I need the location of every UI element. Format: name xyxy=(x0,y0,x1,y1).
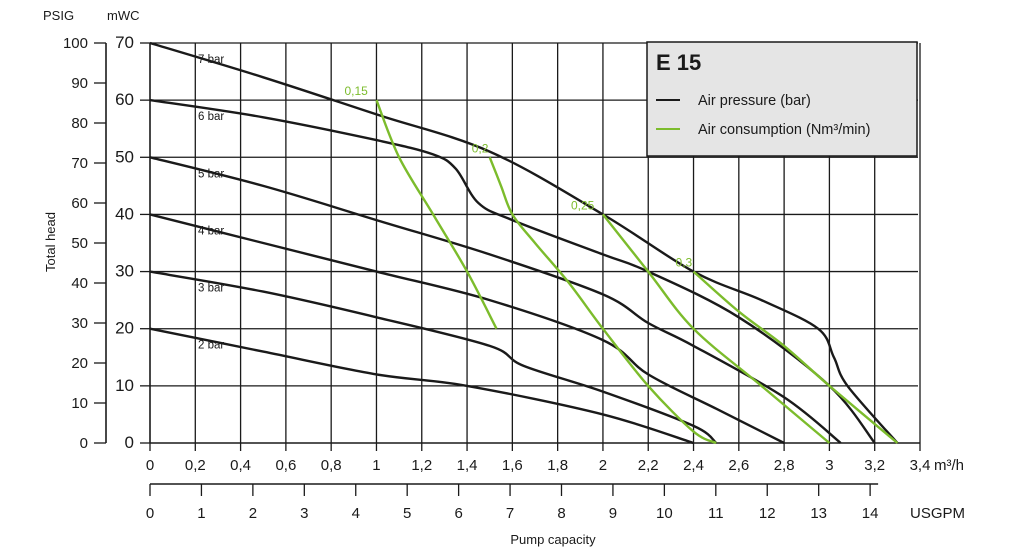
x-tick-label: 3,2 xyxy=(864,457,885,474)
air-pressure-curve-3-bar xyxy=(149,270,718,444)
psig-tick-label: 80 xyxy=(71,115,88,132)
air-pressure-label-5-bar: 5 bar xyxy=(198,168,224,180)
air-pressure-curve-7-bar xyxy=(149,41,899,444)
air-pressure-label-3-bar: 3 bar xyxy=(198,283,224,295)
mwc-tick-label: 60 xyxy=(115,90,134,109)
air-pressure-curve-5-bar xyxy=(149,156,842,444)
air-consumption-curve-0-3 xyxy=(692,270,899,444)
x-tick-label: 1 xyxy=(372,457,380,474)
psig-tick-label: 90 xyxy=(71,75,88,92)
x2-axis-unit: USGPM xyxy=(910,505,965,522)
air-consumption-curve-0-25 xyxy=(601,213,831,444)
psig-tick-label: 20 xyxy=(71,355,88,372)
psig-tick-label: 40 xyxy=(71,275,88,292)
x-tick-label: 0,6 xyxy=(275,457,296,474)
air-consumption-curve-0-15 xyxy=(375,99,498,330)
x2-tick-label: 0 xyxy=(146,505,154,522)
x-tick-label: 3 xyxy=(825,457,833,474)
legend: E 15 Air pressure (bar) Air consumption … xyxy=(646,41,918,157)
air-pressure-curve-4-bar xyxy=(149,213,785,445)
mwc-tick-label: 10 xyxy=(115,376,134,395)
x-tick-label: 0,8 xyxy=(321,457,342,474)
x-tick-label: 3,4 xyxy=(910,457,931,474)
x2-tick-label: 10 xyxy=(656,505,673,522)
x-axis-unit: m³/h xyxy=(934,457,964,474)
x2-tick-label: 13 xyxy=(810,505,827,522)
air-pressure-label-2-bar: 2 bar xyxy=(198,340,224,352)
psig-tick-label: 100 xyxy=(63,35,88,52)
air-pressure-label-6-bar: 6 bar xyxy=(198,111,224,123)
mwc-tick-label: 0 xyxy=(125,433,134,452)
x2-tick-label: 3 xyxy=(300,505,308,522)
legend-label-air-consumption: Air consumption (Nm³/min) xyxy=(698,122,870,138)
mwc-tick-label: 30 xyxy=(115,262,134,281)
x-tick-label: 2,4 xyxy=(683,457,704,474)
x-tick-label: 2,6 xyxy=(728,457,749,474)
x2-tick-label: 4 xyxy=(352,505,360,522)
x2-tick-label: 5 xyxy=(403,505,411,522)
y-unit-psig: PSIG xyxy=(43,8,74,23)
x-tick-label: 0,4 xyxy=(230,457,251,474)
x2-tick-label: 7 xyxy=(506,505,514,522)
air-pressure-curve-2-bar xyxy=(149,327,694,445)
x2-tick-label: 9 xyxy=(609,505,617,522)
x-tick-label: 2,2 xyxy=(638,457,659,474)
x2-tick-label: 11 xyxy=(708,505,724,522)
air-consumption-curve-0-2 xyxy=(488,156,717,445)
air-consumption-label-0-15: 0,15 xyxy=(344,84,368,98)
curves: 7 bar 6 bar 5 bar 4 bar 3 bar 2 bar 0,15 0,2 0,2… xyxy=(149,41,899,445)
air-pressure-label-4-bar: 4 bar xyxy=(198,225,224,237)
air-pressure-label-7-bar: 7 bar xyxy=(198,54,224,66)
x2-tick-label: 12 xyxy=(759,505,776,522)
y-axis-label: Total head xyxy=(43,212,58,272)
air-consumption-label-0-2: 0,2 xyxy=(472,141,489,155)
psig-tick-label: 50 xyxy=(71,235,88,252)
x-tick-label: 0 xyxy=(146,457,154,474)
x-tick-label: 1,6 xyxy=(502,457,523,474)
x-tick-label: 2 xyxy=(599,457,607,474)
x2-tick-label: 2 xyxy=(249,505,257,522)
mwc-tick-label: 50 xyxy=(115,147,134,166)
x2-tick-label: 1 xyxy=(197,505,205,522)
x-tick-label: 1,8 xyxy=(547,457,568,474)
x2-tick-label: 8 xyxy=(557,505,565,522)
air-consumption-label-0-3: 0,3 xyxy=(676,256,693,270)
psig-tick-label: 0 xyxy=(80,435,88,452)
psig-tick-label: 30 xyxy=(71,315,88,332)
x2-tick-label: 14 xyxy=(862,505,879,522)
x-tick-label: 0,2 xyxy=(185,457,206,474)
air-consumption-label-0-25: 0,25 xyxy=(571,198,595,212)
air-pressure-curve-6-bar xyxy=(149,98,876,444)
legend-label-air-pressure: Air pressure (bar) xyxy=(698,93,811,109)
x-tick-label: 1,2 xyxy=(411,457,432,474)
mwc-tick-label: 20 xyxy=(115,319,134,338)
x2-tick-label: 6 xyxy=(454,505,462,522)
psig-tick-label: 10 xyxy=(71,395,88,412)
x-tick-label: 2,8 xyxy=(774,457,795,474)
chart-title: E 15 xyxy=(656,50,701,75)
mwc-tick-label: 70 xyxy=(115,33,134,52)
psig-tick-label: 70 xyxy=(71,155,88,172)
mwc-tick-label: 40 xyxy=(115,204,134,223)
x-axis-label: Pump capacity xyxy=(510,532,596,547)
y-unit-mwc: mWC xyxy=(107,8,140,23)
legend-box xyxy=(646,41,918,157)
psig-tick-label: 60 xyxy=(71,195,88,212)
x-tick-label: 1,4 xyxy=(457,457,478,474)
